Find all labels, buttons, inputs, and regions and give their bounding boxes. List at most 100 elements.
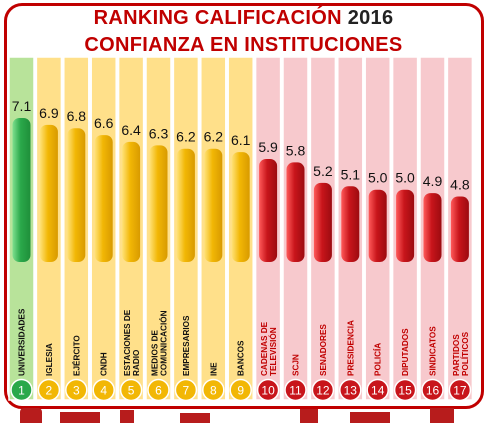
category-label-line: SCJN [292, 354, 301, 376]
rank-badge [448, 378, 472, 402]
value-label: 5.1 [341, 166, 361, 182]
category-label-line: CADENAS DE [260, 321, 269, 376]
chart-subtitle: CONFIANZA EN INSTITUCIONES [84, 34, 403, 56]
decorative-shape [300, 409, 318, 423]
decorative-shape [430, 408, 454, 423]
category-label-line: PRESIDENCIA [346, 320, 355, 376]
value-label: 5.9 [258, 139, 278, 155]
rank-badge [37, 378, 61, 402]
category-label-line: EJÉRCITO [71, 335, 81, 376]
rank-badge [284, 378, 307, 402]
category-label: SENADORES [319, 324, 328, 376]
title-year: 2016 [347, 7, 394, 29]
category-label: MEDIOS DECOMUNICACIÓN [151, 310, 169, 376]
rank-number: 10 [261, 384, 275, 398]
rank-number: 16 [426, 384, 440, 398]
rank-badge [366, 378, 389, 402]
category-label-line: RADIO [132, 349, 141, 376]
category-label-line: DIPUTADOS [401, 328, 410, 376]
bar [341, 186, 360, 262]
category-label: INE [209, 362, 218, 376]
value-label: 6.1 [231, 132, 251, 148]
rank-number: 5 [128, 384, 135, 398]
title-main: RANKING CALIFICACIÓN [93, 7, 342, 29]
category-label-line: CNDH [100, 352, 109, 376]
bar [122, 141, 141, 262]
rank-badge [147, 378, 170, 402]
category-label-line: PARTIDOS [452, 334, 461, 376]
value-label: 6.9 [39, 105, 59, 121]
category-label: DIPUTADOS [401, 328, 410, 376]
rank-badge [339, 378, 362, 402]
value-label: 6.2 [176, 129, 196, 145]
bar [67, 128, 86, 262]
category-label-line: BANCOS [237, 340, 246, 376]
rank-number: 2 [46, 384, 53, 398]
bar [39, 124, 58, 262]
decorative-shape [350, 412, 390, 423]
category-label-line: INE [209, 362, 218, 376]
bar [204, 148, 223, 262]
rank-badge [92, 378, 115, 402]
value-label: 5.2 [313, 163, 333, 179]
category-label-line: UNIVERSIDADES [18, 308, 27, 376]
value-label: 5.0 [368, 170, 388, 186]
category-label: PRESIDENCIA [346, 320, 355, 376]
category-label-line: TELEVISIÓN [267, 327, 278, 376]
decorative-shape [120, 410, 134, 423]
bar [396, 189, 415, 262]
category-label: POLICÍA [373, 343, 383, 376]
category-label: ESTACIONES DERADIO [123, 309, 141, 376]
category-label-line: ESTACIONES DE [123, 309, 132, 376]
category-label: EJÉRCITO [71, 335, 81, 376]
bar [259, 158, 278, 262]
category-label-line: SENADORES [319, 324, 328, 376]
rank-number: 12 [316, 384, 330, 398]
rank-number: 14 [371, 384, 385, 398]
category-label-line: SINDICATOS [429, 326, 438, 376]
bar [313, 182, 332, 262]
rank-badge [256, 378, 280, 402]
category-label-line: POLICÍA [373, 343, 383, 376]
rank-badge [229, 378, 252, 402]
value-label: 6.4 [121, 122, 141, 138]
category-label: CADENAS DETELEVISIÓN [260, 321, 278, 376]
rank-number: 3 [73, 384, 80, 398]
category-label-line: EMPRESARIOS [182, 315, 191, 376]
category-label: SINDICATOS [429, 326, 438, 376]
rank-number: 1 [18, 384, 25, 398]
category-label: BANCOS [237, 340, 246, 376]
bar [12, 118, 31, 262]
rank-number: 6 [155, 384, 162, 398]
rank-badge [119, 378, 143, 402]
value-label: 5.8 [286, 142, 306, 158]
category-label: IGLESIA [45, 343, 54, 376]
bar [94, 135, 113, 262]
rank-badge [10, 378, 33, 402]
rank-badge [174, 378, 198, 402]
bar [231, 152, 250, 262]
decorative-shape [60, 412, 100, 423]
rank-number: 8 [210, 384, 217, 398]
rank-badge [393, 378, 417, 402]
value-label: 6.2 [204, 129, 224, 145]
value-label: 6.3 [149, 125, 169, 141]
category-label: EMPRESARIOS [182, 315, 191, 376]
rank-badge [421, 378, 444, 402]
rank-number: 7 [183, 384, 190, 398]
value-label: 7.1 [12, 98, 32, 114]
decorative-shape [20, 408, 42, 423]
rank-number: 15 [398, 384, 412, 398]
rank-number: 13 [344, 384, 358, 398]
rank-number: 4 [100, 384, 107, 398]
bar [286, 162, 305, 262]
category-label-line: MEDIOS DE [151, 330, 160, 376]
category-label: PARTIDOSPOLÍTICOS [452, 331, 470, 376]
category-label-line: IGLESIA [45, 343, 54, 376]
rank-number: 11 [289, 384, 302, 398]
rank-badge [311, 378, 335, 402]
rank-badge [65, 378, 88, 402]
bar [149, 145, 168, 262]
bar [450, 196, 469, 262]
